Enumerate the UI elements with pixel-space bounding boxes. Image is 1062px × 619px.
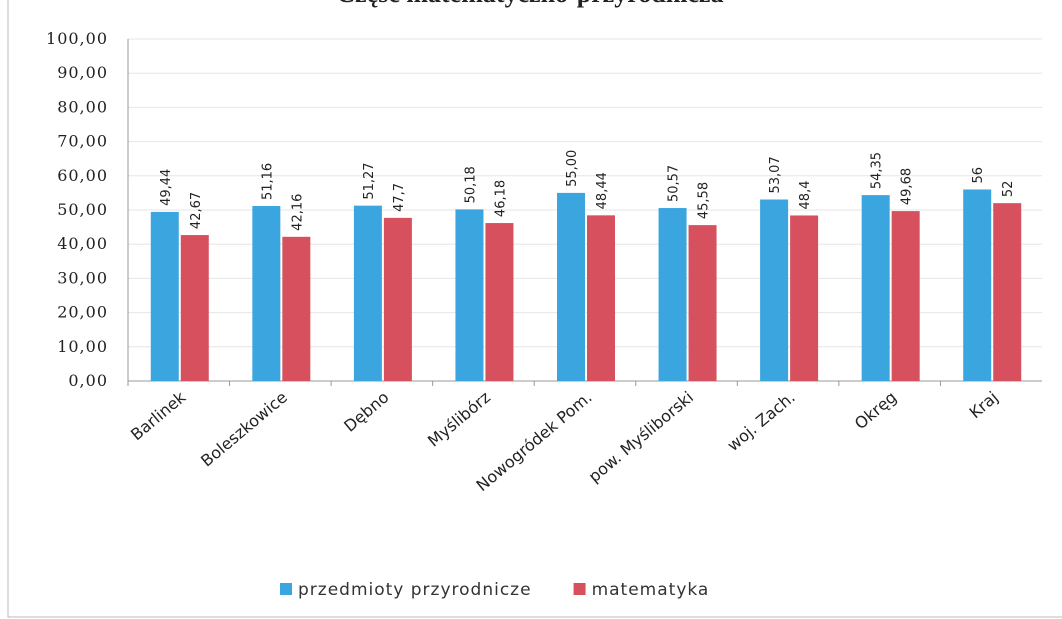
bar [963,189,992,381]
y-tick-label: 90,00 [57,63,108,82]
value-label: 52 [1001,181,1016,198]
value-label: 50,57 [667,165,682,202]
y-tick-label: 80,00 [57,97,108,116]
bar [557,192,585,381]
value-label: 48,4 [798,181,813,210]
bar [993,203,1022,381]
bar [150,211,179,381]
value-label: 53,07 [768,156,783,193]
y-tick-label: 50,00 [57,200,108,219]
value-label: 49,44 [159,169,174,206]
bar [760,199,789,381]
value-label: 55,00 [565,150,580,187]
bar [252,206,281,381]
bar [587,215,615,381]
bar [180,235,209,381]
chart-frame [7,0,1062,618]
bar [383,217,412,381]
chart-title: Część matematyczno-przyrodnicza [336,0,723,8]
bar [485,223,514,381]
value-label: 42,67 [189,192,204,229]
bar [353,205,382,381]
x-tick-label: Okręg [851,388,900,434]
value-label: 48,44 [595,172,610,209]
bar [688,225,717,381]
x-tick-label: Myślibórz [424,388,494,451]
value-label: 54,35 [870,152,885,189]
value-label: 49,68 [900,168,915,205]
value-label: 56 [971,167,986,184]
legend-swatch [573,583,586,595]
legend-label: matematyka [592,580,710,600]
y-tick-label: 60,00 [57,166,108,185]
bar [455,209,484,381]
legend-label: przedmioty przyrodnicze [298,580,532,600]
legend-swatch [280,583,292,595]
x-tick-label: Kraj [966,388,1002,423]
y-tick-label: 70,00 [57,132,108,151]
value-label: 42,16 [290,194,305,231]
bar [861,195,890,381]
bar [282,236,311,381]
x-tick-label: woj. Zach. [723,388,798,455]
bar [891,211,920,381]
value-label: 45,58 [697,182,712,219]
x-tick-label: Dębno [340,388,392,436]
x-tick-label: Barlinek [127,387,190,444]
value-label: 51,16 [260,163,275,200]
y-tick-label: 30,00 [57,268,108,287]
x-tick-label: pow. Myśliborski [585,388,697,487]
value-label: 46,18 [493,180,508,217]
y-tick-label: 10,00 [57,337,108,356]
bar [790,215,819,381]
y-tick-label: 40,00 [57,234,108,253]
value-label: 51,27 [362,162,377,199]
value-label: 47,7 [392,183,407,212]
value-label: 50,18 [463,166,478,203]
y-tick-label: 20,00 [57,303,108,322]
y-tick-label: 100,00 [46,29,108,48]
y-tick-label: 0,00 [68,371,108,390]
bar [658,208,687,381]
x-tick-label: Boleszkowice [197,388,291,471]
